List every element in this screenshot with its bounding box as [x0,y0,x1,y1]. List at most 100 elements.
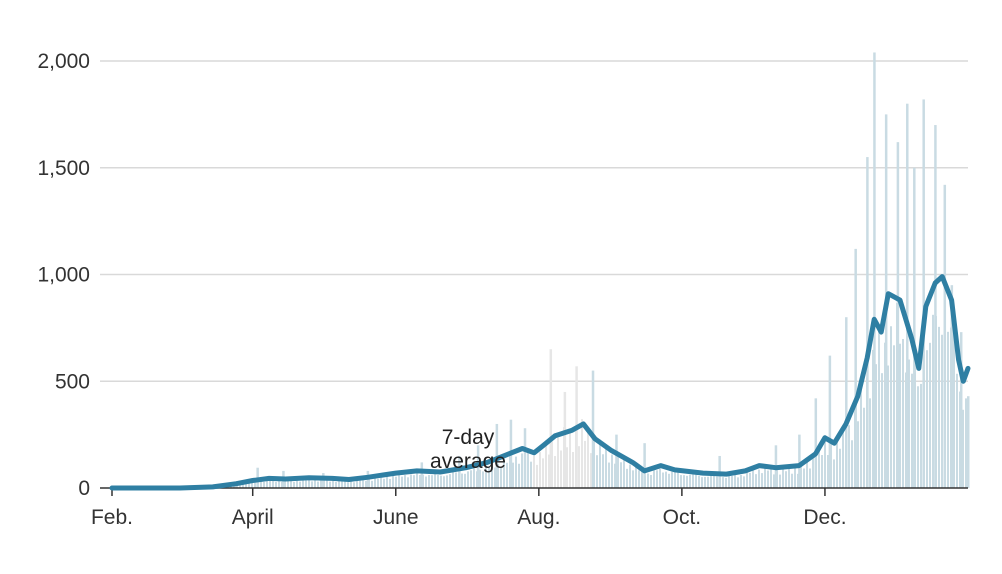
daily-bar [794,467,796,488]
daily-bar [967,396,970,488]
daily-bar [680,475,682,488]
daily-bar [737,477,739,488]
daily-bar [245,483,247,488]
daily-bar [266,479,268,488]
daily-bar [755,474,757,488]
daily-bar [332,478,334,488]
daily-bar [527,448,529,488]
daily-bar [707,476,709,488]
daily-bar [779,474,781,488]
daily-bar [515,456,517,488]
daily-bar [485,467,487,488]
daily-bar [911,373,913,488]
daily-bar [290,479,292,488]
daily-bar [920,383,922,488]
daily-bar [833,459,835,488]
daily-bar [431,475,433,488]
average-line-group [109,274,971,491]
daily-bar [683,475,685,488]
daily-bar [386,476,388,488]
daily-bar [569,431,571,488]
daily-bar [704,476,706,488]
daily-bar [848,425,850,488]
daily-bar [239,484,241,488]
daily-bar [965,398,967,488]
daily-bar [839,448,841,488]
daily-bar [770,467,772,488]
daily-bar [416,471,418,488]
daily-bar [284,479,286,488]
daily-bar [420,462,424,488]
daily-bar [653,470,655,488]
x-tick-label: June [373,506,419,529]
daily-bar [437,475,439,488]
x-tick-label: Feb. [91,506,133,529]
daily-bar [731,475,733,488]
daily-bar [629,464,631,488]
daily-bar [692,473,694,488]
daily-bar [764,467,766,488]
daily-bar [803,468,805,488]
daily-bar [962,409,964,488]
daily-bar [560,450,562,488]
daily-bar [722,477,724,488]
daily-bar [643,443,646,488]
daily-bar [812,457,814,488]
daily-bar [392,475,394,488]
daily-bar [446,475,448,488]
daily-bar [500,467,502,488]
x-tick-label: Aug. [517,506,560,529]
daily-bar [953,332,955,488]
daily-bar [482,471,484,488]
daily-bar [308,477,310,488]
daily-bar [317,481,319,488]
daily-bar [536,464,538,488]
daily-bar [854,248,857,488]
daily-bar [566,447,568,488]
daily-bar [878,324,880,488]
daily-bar [362,477,364,488]
daily-bar [656,470,658,488]
daily-bar [881,373,883,488]
daily-bar [374,477,376,488]
daily-bar [287,480,289,488]
daily-bar [695,474,697,488]
daily-bar [320,477,322,488]
daily-bar [329,481,331,488]
daily-bar [608,462,610,488]
daily-bar [956,373,958,488]
daily-bar [455,472,457,488]
daily-bar [251,482,253,488]
daily-bar [818,448,820,488]
daily-bar [464,473,466,488]
daily-bar [299,481,301,488]
y-tick-label: 500 [55,370,90,393]
daily-bar [913,167,916,488]
daily-bar [578,446,580,488]
daily-bar [851,440,853,488]
daily-bar [746,471,748,488]
daily-bar [605,447,607,488]
daily-bar [626,468,628,488]
daily-bar [410,474,412,488]
daily-bar [584,440,586,488]
daily-bar [344,478,346,488]
daily-bar [845,317,848,488]
daily-bar [518,463,520,488]
daily-bar [677,472,679,488]
daily-bar [614,463,616,488]
daily-bar [926,350,928,488]
daily-bar [293,481,295,488]
daily-bar [341,480,343,488]
daily-bar [302,478,304,488]
daily-bar [617,454,619,488]
daily-bar [326,477,328,488]
daily-bar [347,482,349,488]
daily-bar [506,462,508,488]
daily-bar [599,439,601,488]
daily-bar [857,421,859,488]
daily-bar [800,464,802,488]
daily-bar [590,453,592,488]
daily-bar [934,125,937,489]
daily-bar [947,331,949,488]
